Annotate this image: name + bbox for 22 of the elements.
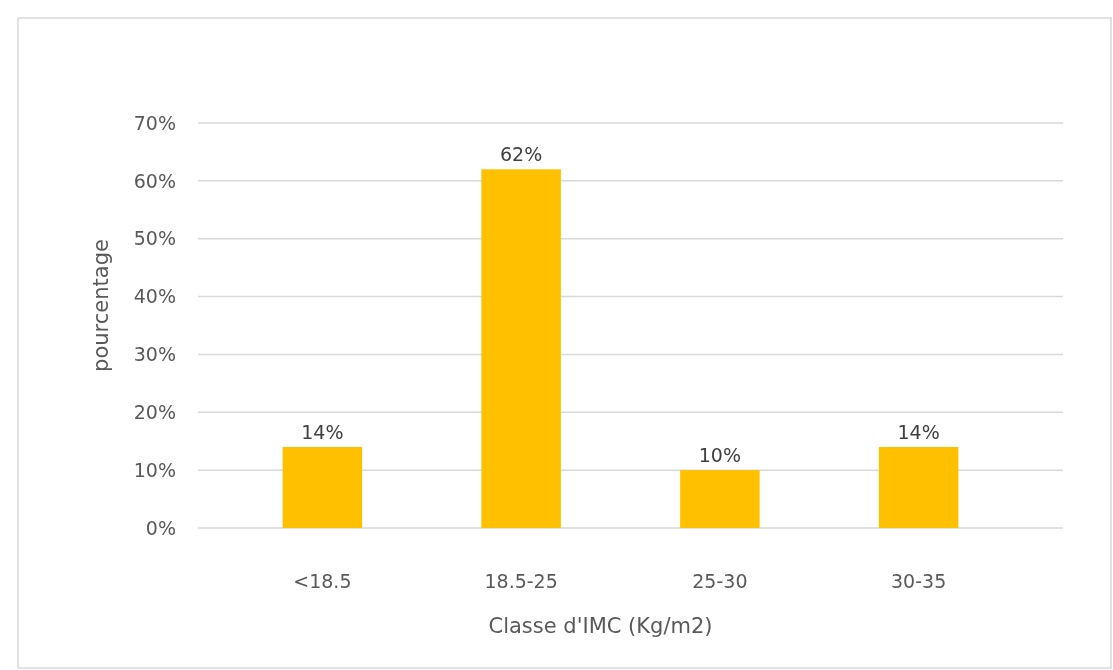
data-label: 62% xyxy=(500,143,543,166)
y-tick-label: 10% xyxy=(133,458,176,481)
x-tick-label: 30-35 xyxy=(891,570,947,592)
x-tick-label: 25-30 xyxy=(692,570,748,592)
bar xyxy=(282,447,363,528)
x-tick-label: 18.5-25 xyxy=(484,570,558,592)
bar xyxy=(878,447,959,528)
y-tick-label: 30% xyxy=(133,343,176,366)
y-tick-label: 40% xyxy=(133,285,176,308)
data-label: 14% xyxy=(897,421,940,443)
y-tick-label: 70% xyxy=(133,111,176,134)
bar xyxy=(481,169,561,528)
y-tick-label: 60% xyxy=(133,169,176,192)
y-axis-title: pourcentage xyxy=(89,239,113,372)
bar xyxy=(680,470,760,528)
x-tick-label: <18.5 xyxy=(293,570,352,592)
y-tick-label: 50% xyxy=(133,227,176,250)
x-axis-title: Classe d'IMC (Kg/m2) xyxy=(488,614,713,638)
data-label: 10% xyxy=(698,444,741,467)
y-tick-label: 20% xyxy=(133,400,176,423)
y-tick-label: 0% xyxy=(145,516,176,539)
data-label: 14% xyxy=(301,421,344,443)
